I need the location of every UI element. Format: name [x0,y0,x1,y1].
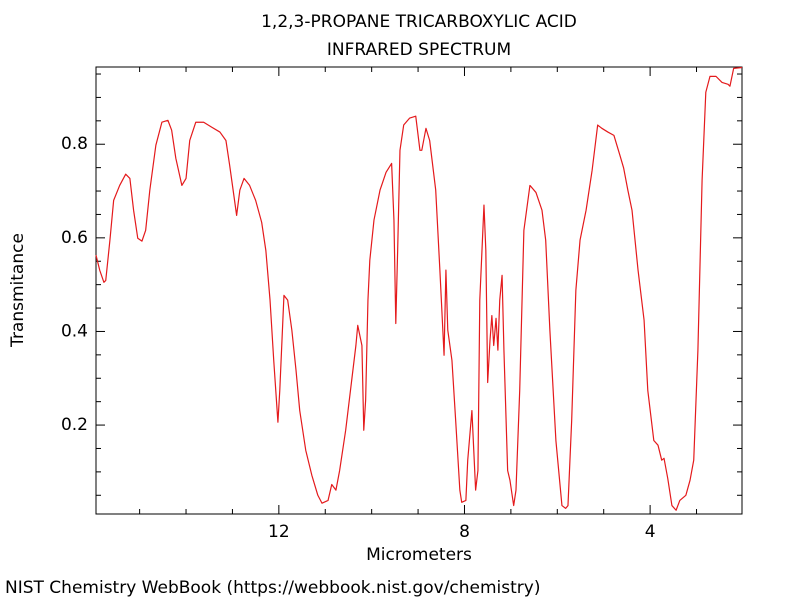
spectrum-line [95,66,743,511]
x-tick-label: 4 [645,522,656,542]
chart-title: 1,2,3-PROPANE TRICARBOXYLIC ACID [261,12,577,32]
y-tick-label: 0.2 [61,415,88,435]
chart-subtitle: INFRARED SPECTRUM [327,40,511,60]
y-axis-label: Transmitance [8,233,28,348]
x-axis-label: Micrometers [366,545,472,565]
source-note: NIST Chemistry WebBook (https://webbook.… [5,578,540,598]
x-tick-label: 12 [268,522,290,542]
y-tick-label: 0.4 [61,321,88,341]
x-tick-label: 8 [459,522,470,542]
y-tick-label: 0.8 [61,134,88,154]
y-tick-label: 0.6 [61,228,88,248]
plot-frame [95,66,743,515]
